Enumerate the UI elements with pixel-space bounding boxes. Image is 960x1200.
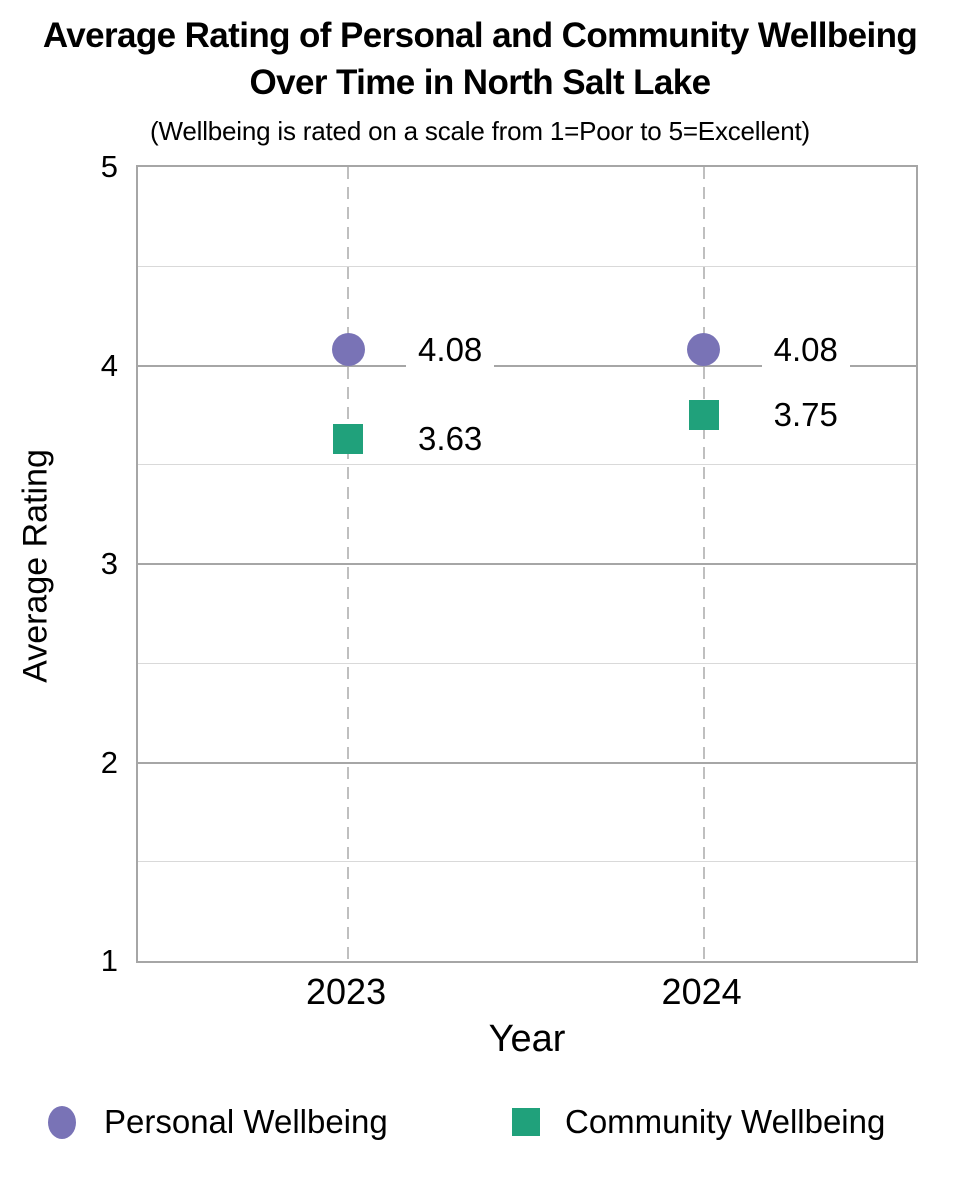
chart-title-line1: Average Rating of Personal and Community… (42, 16, 918, 55)
y-tick-label-2: 2 (100, 744, 118, 780)
chart-title-line2: Over Time in North Salt Lake (249, 63, 711, 102)
category-dashed-line-2024 (702, 167, 705, 961)
x-tick-label-2023: 2023 (306, 971, 387, 1012)
y-tick-label-5: 5 (100, 149, 118, 184)
x-tick-label-2024: 2024 (661, 971, 742, 1012)
legend-label-community-wellbeing: Community Wellbeing (565, 1103, 886, 1140)
legend-item-community-wellbeing: Community Wellbeing (512, 1100, 885, 1144)
legend-marker-circle-icon (48, 1105, 76, 1139)
legend-label-personal-wellbeing: Personal Wellbeing (104, 1103, 388, 1140)
grid-line-minor (138, 662, 916, 664)
data-label-community-wellbeing-2023: 3.63 (406, 414, 495, 463)
chart-title: Average Rating of Personal and Community… (0, 12, 960, 106)
legend-item-personal-wellbeing: Personal Wellbeing (48, 1100, 388, 1144)
x-axis-title: Year (488, 1018, 566, 1060)
y-tick-label-4: 4 (100, 347, 118, 383)
grid-line-minor (138, 265, 916, 267)
grid-line-major (138, 563, 916, 565)
data-point-community-wellbeing-2023 (333, 423, 364, 454)
grid-line-major (138, 761, 916, 764)
data-label-personal-wellbeing-2023: 4.08 (406, 325, 495, 374)
y-tick-label-3: 3 (100, 546, 118, 581)
data-label-personal-wellbeing-2024: 4.08 (761, 325, 850, 374)
data-label-community-wellbeing-2024: 3.75 (761, 391, 850, 440)
data-point-personal-wellbeing-2024 (687, 333, 721, 367)
y-tick-label-1: 1 (100, 943, 118, 978)
data-point-community-wellbeing-2024 (688, 400, 719, 431)
legend-marker-square-icon (512, 1108, 540, 1136)
plot-area: 4.08 4.08 3.63 3.75 (136, 165, 918, 963)
grid-line-minor (138, 464, 916, 466)
category-dashed-line-2023 (347, 167, 350, 961)
data-point-personal-wellbeing-2023 (331, 333, 365, 367)
grid-line-minor (138, 861, 916, 863)
chart-subtitle: (Wellbeing is rated on a scale from 1=Po… (150, 116, 810, 146)
grid-line-major (138, 364, 916, 367)
legend: Personal Wellbeing Community Wellbeing (0, 1100, 960, 1144)
